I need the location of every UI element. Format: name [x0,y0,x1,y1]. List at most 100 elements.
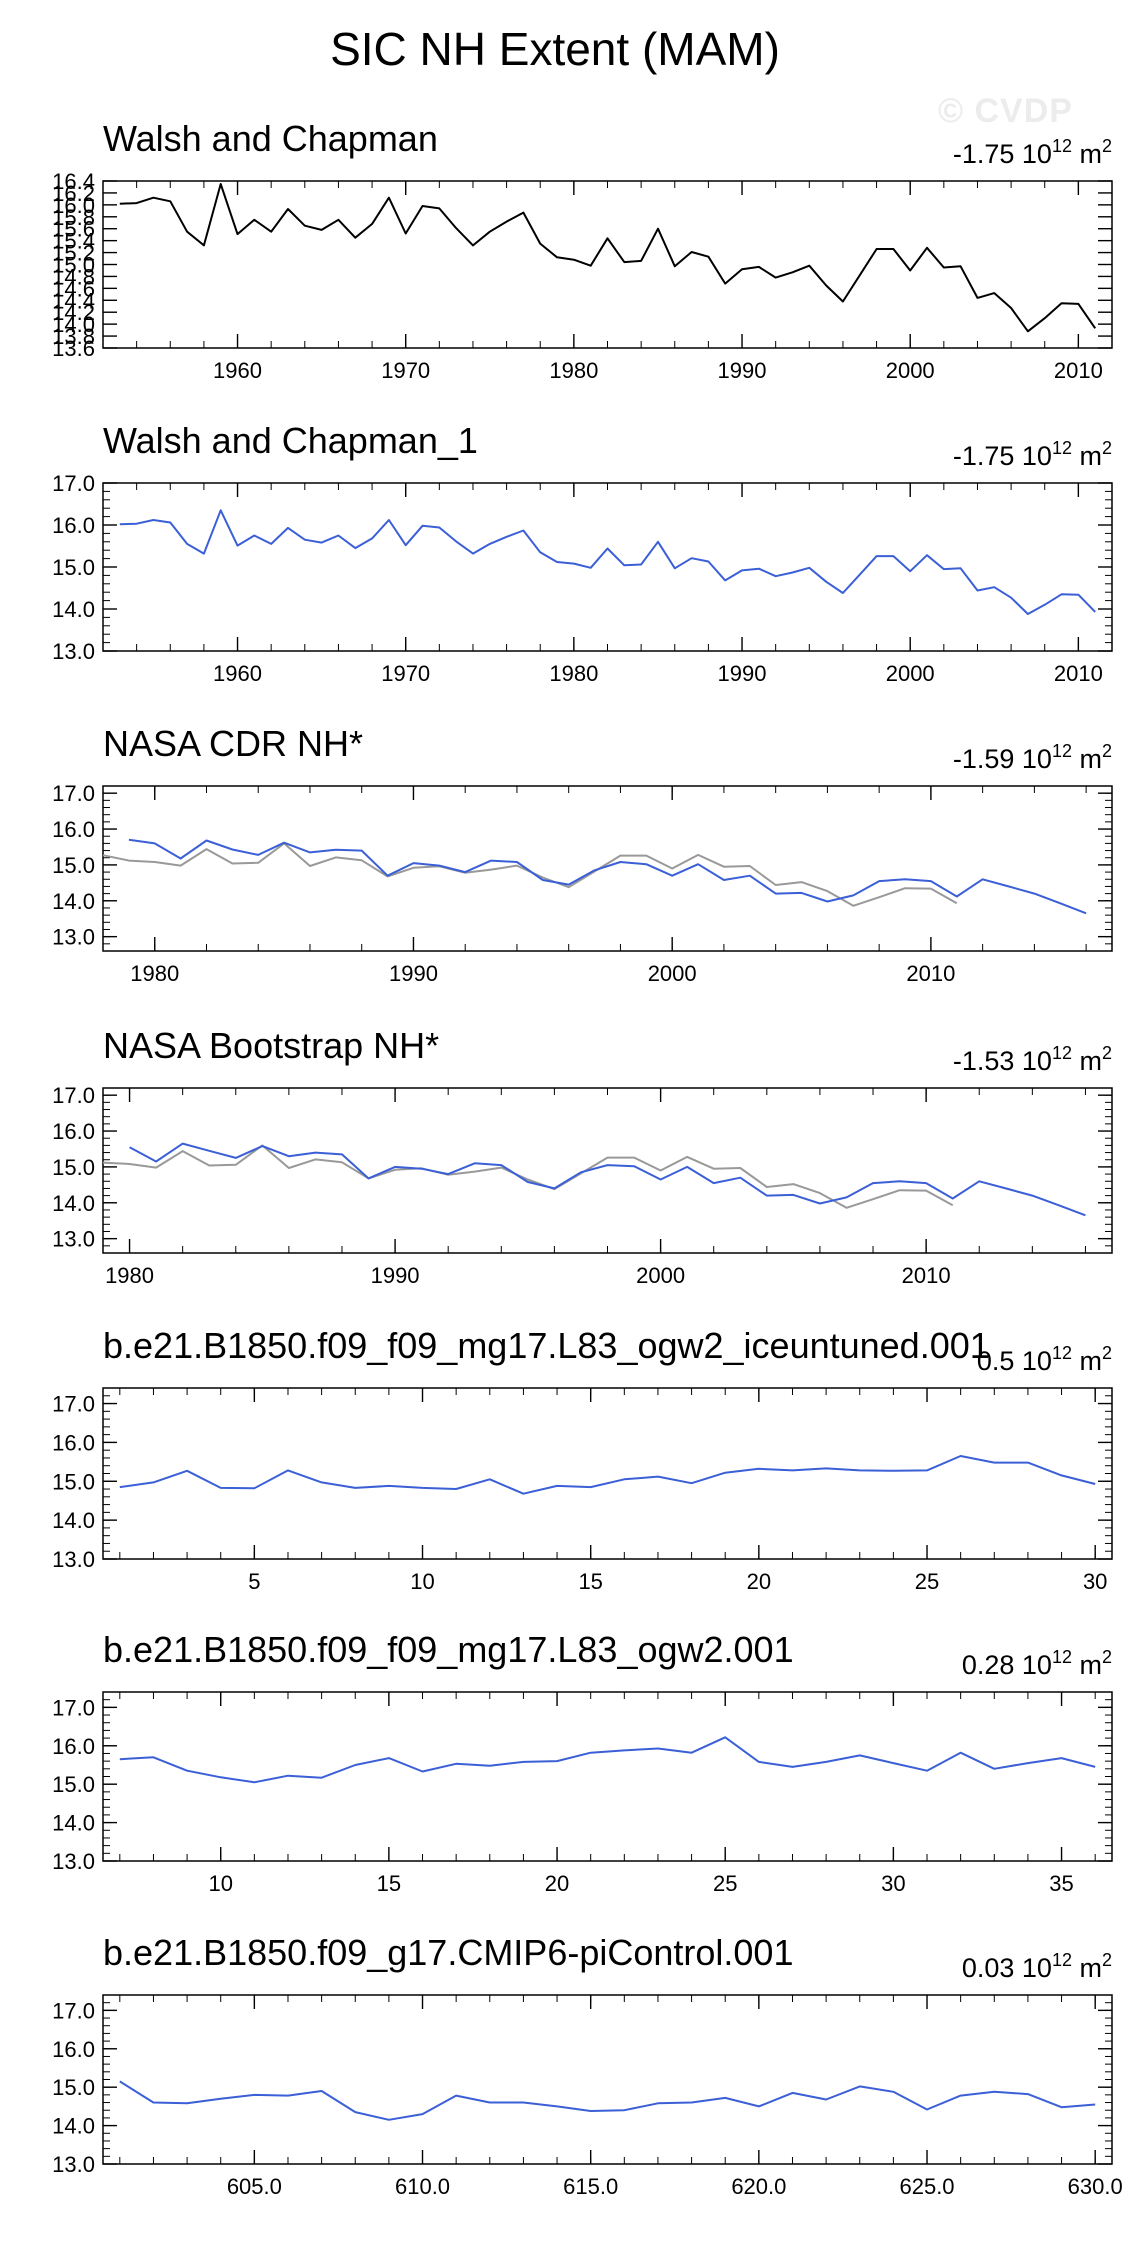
panel-title: b.e21.B1850.f09_f09_mg17.L83_ogw2_iceunt… [103,1325,990,1366]
x-tick-label: 1990 [718,661,767,686]
x-tick-label: 1980 [130,961,179,986]
series-line-1 [119,1736,1096,1784]
x-tick-label: 15 [377,1871,401,1896]
y-tick-label: 14.4 [52,288,95,313]
series-line-1 [102,1144,954,1209]
y-tick-label: 15.0 [52,853,95,878]
y-tick-label: 15.0 [52,555,95,580]
trend-annotation: 0.28 1012 m2 [962,1647,1112,1680]
x-tick-label: 30 [1083,1569,1107,1594]
x-tick-label: 15 [578,1569,602,1594]
x-tick-label: 630.0 [1068,2174,1123,2199]
y-tick-label: 16.0 [52,1119,95,1144]
y-tick-label: 13.0 [52,1227,95,1252]
x-tick-label: 30 [881,1871,905,1896]
x-tick-label: 620.0 [731,2174,786,2199]
y-tick-label: 15.0 [52,2075,95,2100]
y-tick-label: 15.8 [52,205,95,230]
y-tick-label: 17.0 [52,1695,95,1720]
y-tick-label: 16.0 [52,193,95,218]
x-tick-label: 2010 [906,961,955,986]
plot-frame [102,1387,1113,1560]
panel-title: NASA Bootstrap NH* [103,1025,439,1066]
x-tick-label: 2000 [636,1263,685,1288]
y-tick-label: 17.0 [52,1998,95,2023]
y-tick-label: 13.0 [52,1547,95,1572]
y-tick-label: 14.0 [52,1191,95,1216]
y-tick-label: 14.0 [52,1811,95,1836]
y-tick-label: 14.0 [52,2114,95,2139]
plot-frame [102,1691,1113,1862]
y-tick-label: 17.0 [52,1083,95,1108]
series-line-2 [129,1142,1086,1217]
y-tick-label: 16.0 [52,1430,95,1455]
x-tick-label: 625.0 [899,2174,954,2199]
x-tick-label: 2000 [886,358,935,383]
plot-frame [102,482,1113,652]
x-tick-label: 2010 [1054,661,1103,686]
y-tick-label: 17.0 [52,781,95,806]
series-line-1 [119,183,1097,333]
y-tick-label: 17.0 [52,1392,95,1417]
y-tick-label: 16.4 [52,169,95,194]
plot-frame [102,785,1113,952]
panel-title: NASA CDR NH* [103,723,363,764]
y-tick-label: 15.0 [52,1155,95,1180]
y-tick-label: 14.6 [52,276,95,301]
x-tick-label: 1980 [105,1263,154,1288]
panel-title: b.e21.B1850.f09_f09_mg17.L83_ogw2.001 [103,1629,794,1670]
figure-title: SIC NH Extent (MAM) [330,23,780,75]
y-tick-label: 13.0 [52,925,95,950]
y-tick-label: 16.0 [52,817,95,842]
y-tick-label: 15.4 [52,229,95,254]
x-tick-label: 1990 [718,358,767,383]
series-line-1 [102,842,958,907]
series-line-1 [119,509,1096,615]
x-tick-label: 2000 [886,661,935,686]
x-tick-label: 605.0 [227,2174,282,2199]
trend-annotation: 0.5 1012 m2 [977,1343,1112,1376]
x-tick-label: 1970 [381,661,430,686]
y-tick-label: 13.0 [52,639,95,664]
x-tick-label: 1990 [389,961,438,986]
y-tick-label: 16.0 [52,2037,95,2062]
y-tick-label: 14.0 [52,312,95,337]
x-tick-label: 25 [915,1569,939,1594]
x-tick-label: 20 [545,1871,569,1896]
y-tick-label: 13.6 [52,336,95,361]
trend-annotation: -1.53 1012 m2 [953,1043,1112,1076]
x-tick-label: 2010 [902,1263,951,1288]
y-tick-label: 13.0 [52,2152,95,2177]
y-tick-label: 16.0 [52,513,95,538]
y-tick-label: 15.0 [52,1469,95,1494]
trend-annotation: 0.03 1012 m2 [962,1950,1112,1983]
y-tick-label: 16.0 [52,1734,95,1759]
x-tick-label: 25 [713,1871,737,1896]
plot-frame [102,180,1113,349]
chart-panel-6: b.e21.B1850.f09_f09_mg17.L83_ogw2.001 0.2… [52,1629,1113,1896]
x-tick-label: 2010 [1054,358,1103,383]
y-tick-label: 14.0 [52,1508,95,1533]
chart-panel-2: Walsh and Chapman_1 -1.75 1012 m2 1960 1970… [52,420,1113,686]
chart-panel-3: NASA CDR NH* -1.59 1012 m2 1980 1990 2000 201… [52,723,1113,986]
x-tick-label: 1960 [213,358,262,383]
x-tick-label: 610.0 [395,2174,450,2199]
chart-panel-7: b.e21.B1850.f09_g17.CMIP6-piControl.001 0… [52,1932,1123,2199]
y-tick-label: 13.0 [52,1849,95,1874]
series-line-1 [119,1455,1096,1495]
x-tick-label: 2000 [648,961,697,986]
plot-frame [102,1087,1113,1254]
y-tick-label: 14.2 [52,300,95,325]
cvdp-watermark: © CVDP [938,92,1073,130]
x-tick-label: 615.0 [563,2174,618,2199]
x-tick-label: 1980 [549,661,598,686]
chart-panel-1: Walsh and Chapman -1.75 1012 m2 1960 1970 19… [52,118,1113,383]
x-tick-label: 1960 [213,661,262,686]
x-tick-label: 5 [248,1569,260,1594]
y-tick-label: 13.8 [52,324,95,349]
y-tick-label: 14.0 [52,597,95,622]
y-tick-label: 15.6 [52,217,95,242]
x-tick-label: 1990 [371,1263,420,1288]
chart-panel-5: b.e21.B1850.f09_f09_mg17.L83_ogw2_iceunt… [52,1325,1113,1594]
panel-title: Walsh and Chapman_1 [103,420,478,461]
